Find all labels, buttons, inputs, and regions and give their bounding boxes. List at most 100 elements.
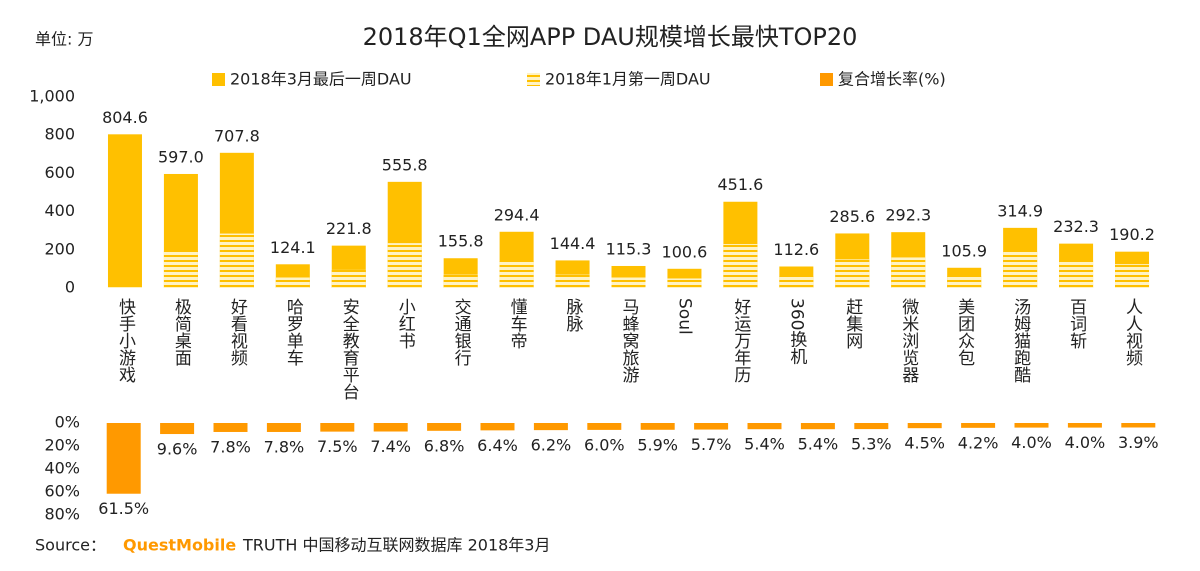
value-label: 232.3 — [1053, 217, 1099, 236]
value-label: 3.9% — [1118, 433, 1159, 452]
value-label: 804.6 — [102, 108, 148, 127]
x-tick-label: 微米浏览器 — [898, 298, 919, 383]
x-tick-label: 懂车帝 — [507, 298, 528, 349]
value-label: 5.7% — [691, 435, 732, 454]
legend-label: 2018年1月第一周DAU — [545, 70, 711, 89]
bar — [213, 423, 248, 432]
value-label: 221.8 — [326, 219, 372, 238]
bar — [1003, 251, 1038, 288]
x-tick-label: 百词斩 — [1066, 298, 1087, 349]
value-label: 7.8% — [264, 437, 305, 456]
x-tick-label: Soul — [674, 298, 694, 335]
x-tick-label: 极简桌面 — [171, 298, 192, 366]
x-tick-label: 快手小游戏 — [115, 298, 136, 383]
value-label: 5.4% — [798, 435, 839, 454]
value-label: 5.9% — [637, 435, 678, 454]
value-label: 5.3% — [851, 435, 892, 454]
value-label: 314.9 — [997, 201, 1043, 220]
value-label: 6.4% — [477, 436, 518, 455]
x-tick-label: 安全教育平台 — [339, 298, 360, 400]
bar — [499, 261, 534, 288]
value-label: 61.5% — [98, 499, 149, 518]
value-label: 100.6 — [662, 242, 708, 261]
y-tick-label: 20% — [44, 436, 80, 455]
bar — [891, 257, 926, 288]
x-tick-label: 好看视频 — [227, 298, 248, 366]
value-label: 4.0% — [1011, 433, 1052, 452]
bar — [106, 423, 141, 494]
value-label: 5.4% — [744, 435, 785, 454]
value-label: 7.5% — [317, 437, 358, 456]
y-tick-label: 0 — [65, 278, 75, 297]
value-label: 4.0% — [1065, 433, 1106, 452]
bar — [800, 423, 835, 430]
y-tick-label: 40% — [44, 459, 80, 478]
bar — [779, 276, 814, 288]
value-label: 112.6 — [773, 240, 819, 259]
bar — [854, 423, 889, 430]
value-label: 4.2% — [958, 433, 999, 452]
bar — [694, 423, 729, 430]
bar — [947, 276, 982, 288]
bar — [907, 423, 942, 429]
value-label: 294.4 — [494, 205, 540, 224]
legend-swatch — [212, 73, 225, 86]
bar — [266, 423, 301, 432]
bar — [747, 423, 782, 430]
bar — [219, 233, 254, 288]
x-tick-label: 汤姆猫跑酷 — [1010, 298, 1031, 383]
value-label: 7.4% — [370, 437, 411, 456]
value-label: 105.9 — [941, 241, 987, 260]
value-label: 707.8 — [214, 126, 260, 145]
y-tick-label: 0% — [55, 413, 80, 432]
bar — [107, 134, 142, 288]
bar — [835, 259, 870, 288]
value-label: 124.1 — [270, 238, 316, 257]
value-label: 144.4 — [550, 234, 596, 253]
bar — [373, 423, 408, 432]
bar — [320, 423, 355, 432]
source-prefix: Source： — [35, 536, 106, 555]
bar — [533, 423, 568, 431]
legend-label: 复合增长率(%) — [838, 70, 946, 89]
bar — [163, 250, 198, 288]
source-text: TRUTH 中国移动互联网数据库 2018年3月 — [242, 536, 550, 555]
value-label: 292.3 — [885, 206, 931, 225]
chart-title: 2018年Q1全网APP DAU规模增长最快TOP20 — [363, 23, 858, 51]
unit-label: 单位: 万 — [35, 30, 93, 49]
legend-swatch — [820, 73, 833, 86]
bar — [1115, 264, 1150, 288]
x-tick-label: 交通银行 — [451, 298, 472, 367]
bar — [555, 274, 590, 288]
bar — [611, 277, 646, 288]
bar — [480, 423, 515, 431]
source-brand: QuestMobile — [123, 536, 236, 555]
value-label: 155.8 — [438, 232, 484, 251]
value-label: 285.6 — [829, 207, 875, 226]
x-tick-label: 人人视频 — [1122, 298, 1143, 366]
bar — [640, 423, 675, 430]
value-label: 6.8% — [424, 436, 465, 455]
x-tick-label: 360换机 — [786, 298, 807, 364]
value-label: 597.0 — [158, 147, 204, 166]
bar — [443, 274, 478, 288]
bar — [961, 423, 996, 428]
value-label: 9.6% — [157, 440, 198, 459]
y-tick-label: 1,000 — [29, 87, 75, 106]
bar — [387, 243, 422, 288]
y-tick-label: 800 — [44, 125, 75, 144]
bar — [587, 423, 622, 430]
bar — [1014, 423, 1049, 428]
bar — [107, 287, 142, 288]
y-tick-label: 80% — [44, 505, 80, 524]
bar — [1067, 423, 1102, 428]
bar — [723, 244, 758, 288]
x-tick-label: 美团众包 — [954, 298, 975, 366]
y-tick-label: 600 — [44, 163, 75, 182]
legend-label: 2018年3月最后一周DAU — [230, 70, 412, 89]
x-tick-label: 小红书 — [395, 298, 416, 349]
value-label: 4.5% — [904, 434, 945, 453]
value-label: 555.8 — [382, 155, 428, 174]
bar — [275, 277, 310, 288]
bar — [160, 423, 195, 435]
